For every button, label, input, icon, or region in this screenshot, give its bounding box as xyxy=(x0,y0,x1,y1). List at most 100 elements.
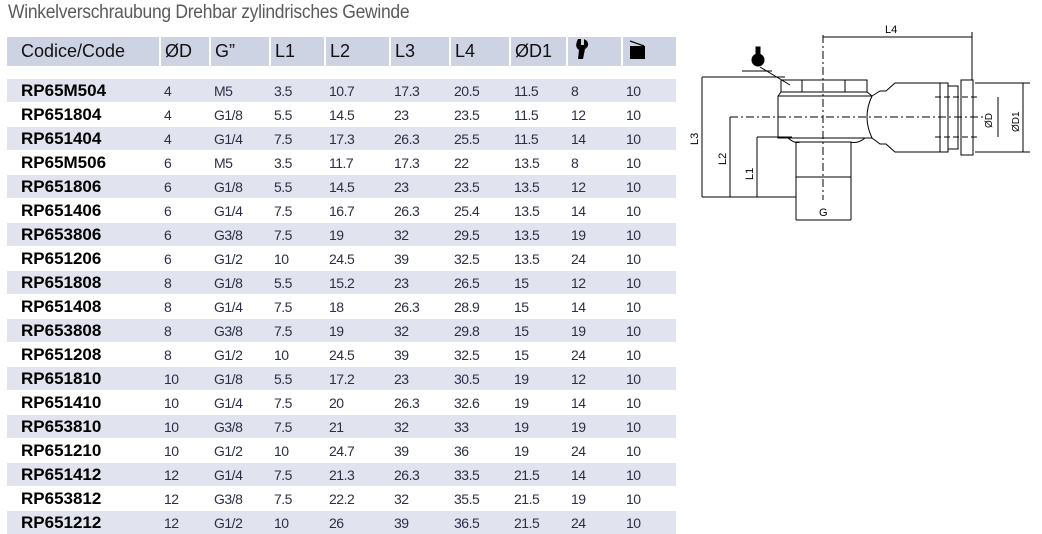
header-code: Codice/Code xyxy=(7,37,160,66)
label-l1: L1 xyxy=(744,168,756,180)
cell-g: G3/8 xyxy=(210,319,270,343)
cell-wrench-size: 12 xyxy=(567,271,622,295)
cell-l1: 7.5 xyxy=(270,487,325,511)
cell-l4: 23.5 xyxy=(450,175,510,199)
cell-d1: 13.5 xyxy=(510,199,567,223)
cell-g: G1/8 xyxy=(210,175,270,199)
header-l3: L3 xyxy=(390,37,450,66)
cell-l2: 16.7 xyxy=(325,199,390,223)
cell-d: 8 xyxy=(160,343,210,367)
cell-l1: 7.5 xyxy=(270,463,325,487)
cell-l3: 23 xyxy=(390,103,450,127)
cell-d: 6 xyxy=(160,199,210,223)
cell-pack-qty: 10 xyxy=(622,367,676,391)
cell-l2: 18 xyxy=(325,295,390,319)
cell-l3: 32 xyxy=(390,487,450,511)
cell-l3: 39 xyxy=(390,343,450,367)
cell-pack-qty: 10 xyxy=(622,295,676,319)
cell-d1: 11.5 xyxy=(510,79,567,103)
cell-wrench-size: 14 xyxy=(567,199,622,223)
cell-d: 12 xyxy=(160,511,210,534)
cell-l4: 29.8 xyxy=(450,319,510,343)
cell-d: 4 xyxy=(160,127,210,151)
cell-g: G1/2 xyxy=(210,439,270,463)
cell-code: RP65M504 xyxy=(7,79,160,103)
cell-pack-qty: 10 xyxy=(622,463,676,487)
cell-l4: 25.4 xyxy=(450,199,510,223)
cell-l3: 39 xyxy=(390,439,450,463)
page-title: Winkelverschraubung Drehbar zylindrische… xyxy=(8,2,409,24)
cell-g: G1/8 xyxy=(210,271,270,295)
cell-d: 10 xyxy=(160,415,210,439)
cell-pack-qty: 10 xyxy=(622,103,676,127)
cell-l4: 35.5 xyxy=(450,487,510,511)
cell-d: 6 xyxy=(160,175,210,199)
cell-l1: 10 xyxy=(270,439,325,463)
cell-pack-qty: 10 xyxy=(622,343,676,367)
cell-l4: 25.5 xyxy=(450,127,510,151)
cell-wrench-size: 12 xyxy=(567,103,622,127)
cell-g: G1/2 xyxy=(210,343,270,367)
cell-l1: 10 xyxy=(270,343,325,367)
cell-l3: 32 xyxy=(390,415,450,439)
cell-l3: 23 xyxy=(390,175,450,199)
cell-l2: 24.7 xyxy=(325,439,390,463)
cell-code: RP651410 xyxy=(7,391,160,415)
cell-d: 12 xyxy=(160,463,210,487)
cell-wrench-size: 8 xyxy=(567,79,622,103)
header-wrench xyxy=(567,37,622,66)
dimension-table: Codice/Code ØD G” L1 L2 L3 L4 ØD1 RP65M5… xyxy=(7,37,676,534)
table-header: Codice/Code ØD G” L1 L2 L3 L4 ØD1 xyxy=(7,37,676,66)
cell-l1: 3.5 xyxy=(270,151,325,175)
cell-code: RP651804 xyxy=(7,103,160,127)
header-package xyxy=(622,37,676,66)
cell-l4: 23.5 xyxy=(450,103,510,127)
cell-code: RP651212 xyxy=(7,511,160,534)
cell-l2: 10.7 xyxy=(325,79,390,103)
label-l2: L2 xyxy=(717,153,729,165)
cell-code: RP651806 xyxy=(7,175,160,199)
header-d: ØD xyxy=(160,37,210,66)
cell-l4: 20.5 xyxy=(450,79,510,103)
cell-d: 6 xyxy=(160,151,210,175)
cell-l3: 26.3 xyxy=(390,295,450,319)
cell-l4: 30.5 xyxy=(450,367,510,391)
cell-pack-qty: 10 xyxy=(622,415,676,439)
cell-d: 8 xyxy=(160,295,210,319)
cell-d1: 19 xyxy=(510,391,567,415)
cell-d: 4 xyxy=(160,103,210,127)
cell-wrench-size: 8 xyxy=(567,151,622,175)
cell-d: 10 xyxy=(160,439,210,463)
cell-g: M5 xyxy=(210,151,270,175)
cell-wrench-size: 12 xyxy=(567,367,622,391)
cell-wrench-size: 12 xyxy=(567,175,622,199)
package-box-icon xyxy=(627,38,649,60)
cell-l2: 26 xyxy=(325,511,390,534)
cell-d1: 19 xyxy=(510,367,567,391)
cell-g: G1/4 xyxy=(210,295,270,319)
cell-d1: 13.5 xyxy=(510,151,567,175)
cell-l1: 5.5 xyxy=(270,271,325,295)
cell-l2: 17.2 xyxy=(325,367,390,391)
cell-pack-qty: 10 xyxy=(622,271,676,295)
cell-code: RP651808 xyxy=(7,271,160,295)
cell-l1: 7.5 xyxy=(270,199,325,223)
cell-d: 6 xyxy=(160,223,210,247)
label-l3: L3 xyxy=(689,133,701,145)
cell-d1: 21.5 xyxy=(510,511,567,534)
cell-d1: 15 xyxy=(510,295,567,319)
cell-g: G1/4 xyxy=(210,199,270,223)
cell-l4: 32.5 xyxy=(450,247,510,271)
cell-code: RP653808 xyxy=(7,319,160,343)
cell-code: RP651810 xyxy=(7,367,160,391)
cell-g: G1/2 xyxy=(210,247,270,271)
cell-l1: 3.5 xyxy=(270,79,325,103)
cell-l1: 7.5 xyxy=(270,127,325,151)
cell-l4: 33 xyxy=(450,415,510,439)
